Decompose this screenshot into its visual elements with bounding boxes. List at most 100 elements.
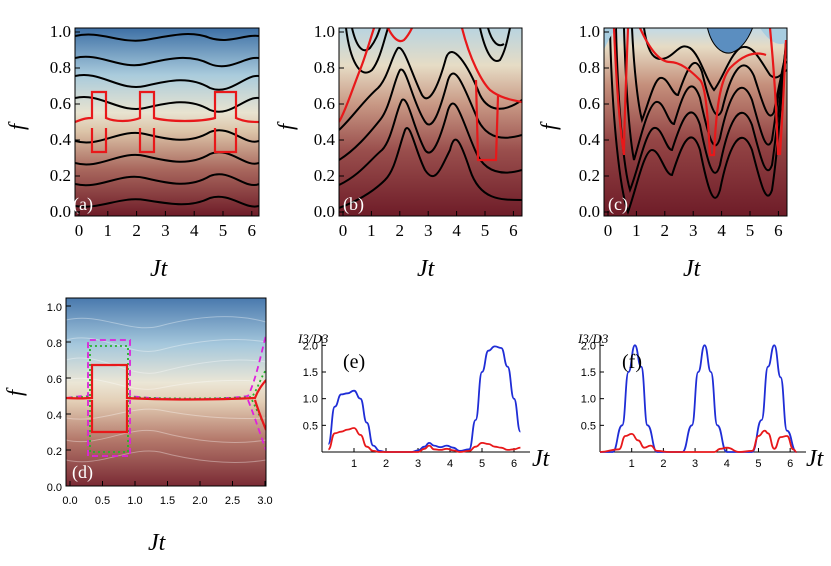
panel-b-label: (b) (343, 194, 364, 215)
panel-b: (b) (338, 27, 523, 217)
panel-f-ytick-label: 1.0 (581, 394, 596, 406)
panel-a-contour (75, 129, 259, 144)
panel-a: (a) (73, 27, 260, 217)
panel-c: (c) (603, 27, 788, 217)
panel-c-label: (c) (608, 194, 628, 215)
panel-b-ylabel: f (273, 121, 298, 130)
panel-f-xlabel: Jt (806, 446, 825, 472)
panel-a-label: (a) (73, 194, 93, 215)
panel-e: 1 2 3 4 5 6 0.5 1.0 1.5 2.0 (303, 336, 530, 470)
panel-f-xtick-label: 3 (692, 458, 698, 470)
panel-c-xtick-label: 0 (604, 221, 613, 240)
panel-e-xtick-label: 5 (479, 458, 485, 470)
panel-b-xtick-label: 3 (424, 221, 433, 240)
panel-a-ytick-label: 1.0 (50, 22, 71, 41)
panel-d-ytick-label: 0.6 (47, 374, 62, 386)
panel-c-contour (631, 28, 787, 124)
panel-b-frame (338, 27, 523, 217)
panel-e-xtick-label: 4 (447, 458, 453, 470)
panel-f-series-blue (600, 344, 797, 453)
panel-d-ytick-label: 1.0 (47, 302, 62, 314)
panel-c-contour (615, 28, 787, 194)
panel-e-ytick-label: 2.0 (303, 340, 318, 352)
panel-c-ytick-label: 0.6 (579, 94, 600, 113)
panel-d-frame (65, 297, 267, 487)
panel-d-band (66, 377, 266, 390)
panel-b-ytick-label: 0.4 (314, 130, 336, 149)
panel-a-contour (75, 173, 259, 187)
panel-a-xtick-label: 3 (161, 221, 170, 240)
panel-b-xtick-label: 5 (481, 221, 490, 240)
panel-d-band (66, 337, 266, 352)
panel-b-contour (339, 47, 522, 131)
panel-a-red-curve (75, 90, 259, 154)
panel-b-xtick-label: 0 (339, 221, 348, 240)
panel-d-band (66, 450, 266, 463)
panel-d: (d) (65, 297, 267, 487)
panel-b-xtick-label: 4 (452, 221, 461, 240)
panel-a-contour (75, 55, 259, 68)
panel-b-contour (351, 28, 381, 52)
panel-e-series-blue (327, 345, 522, 453)
panel-b-contour (339, 98, 522, 186)
panel-b-xtick-label: 1 (367, 221, 376, 240)
panel-a-contour (75, 33, 259, 42)
panel-f-series-red (599, 429, 797, 453)
panel-c-ytick-label: 0.4 (579, 130, 601, 149)
panel-e-ytick-label: 1.5 (303, 367, 318, 379)
panel-a-ylabel: f (4, 121, 29, 130)
panel-d-curves (66, 334, 266, 457)
panel-c-contour (643, 28, 787, 92)
panel-a-frame (74, 27, 260, 217)
panel-a-xtick-label: 0 (75, 221, 84, 240)
panel-d-xtick-label: 3.0 (257, 495, 272, 507)
panel-f-xtick-label: 4 (724, 458, 730, 470)
panel-c-ylabel: f (536, 121, 561, 130)
panel-a-ytick-label: 0.4 (50, 130, 72, 149)
panel-b-contour (339, 127, 522, 209)
panel-c-xtick-label: 2 (661, 221, 670, 240)
panel-d-xtick-label: 0.0 (62, 495, 77, 507)
panel-a-ytick-label: 0.6 (50, 94, 71, 113)
panel-c-ytick-label: 0.8 (579, 58, 600, 77)
panel-d-ytick-label: 0.2 (47, 446, 62, 458)
panel-a-contour (75, 73, 259, 91)
panel-f-ytick-label: 1.5 (581, 367, 596, 379)
panel-d-label: (d) (72, 462, 93, 483)
panel-c-ytick-label: 0.0 (579, 202, 600, 221)
panel-b-xtick-label: 6 (509, 221, 518, 240)
panel-a-background (75, 28, 259, 216)
panel-c-contour (609, 28, 787, 215)
panel-d-band (66, 316, 266, 329)
panel-a-contour (75, 151, 259, 166)
panel-b-xtick-label: 2 (396, 221, 405, 240)
panel-d-band (66, 357, 266, 374)
panel-c-xlabel: Jt (683, 256, 702, 282)
panel-c-xtick-label: 4 (717, 221, 726, 240)
panel-c-ytick-label: 1.0 (579, 22, 600, 41)
panel-c-xtick-label: 6 (774, 221, 783, 240)
panel-d-ylabel: f (2, 387, 27, 396)
panel-c-blue-regions (604, 28, 787, 53)
panel-c-xtick-label: 5 (746, 221, 755, 240)
panel-d-xlabel: Jt (148, 530, 167, 556)
panel-a-xtick-label: 1 (104, 221, 113, 240)
panel-f-label: (f) (622, 351, 642, 373)
panel-a-ytick-label: 0.2 (50, 166, 71, 185)
panel-d-ytick-label: 0.8 (47, 338, 62, 350)
panel-f-ytick-label: 0.5 (581, 420, 596, 432)
panel-f-ylabel: I3/D3 (577, 331, 609, 346)
panel-d-red-solid (66, 363, 266, 434)
panel-a-xtick-label: 2 (132, 221, 141, 240)
panel-e-ylabel: I3/D3 (297, 331, 329, 346)
panel-f-xtick-label: 2 (660, 458, 666, 470)
panel-d-ytick-label: 0.0 (47, 482, 62, 494)
panel-e-xtick-label: 6 (511, 458, 517, 470)
panel-f-xtick-label: 1 (629, 458, 635, 470)
panel-b-background (339, 28, 522, 216)
panel-a-xtick-label: 6 (248, 221, 257, 240)
panel-b-red-curve (339, 28, 522, 162)
panel-c-frame (603, 27, 788, 217)
